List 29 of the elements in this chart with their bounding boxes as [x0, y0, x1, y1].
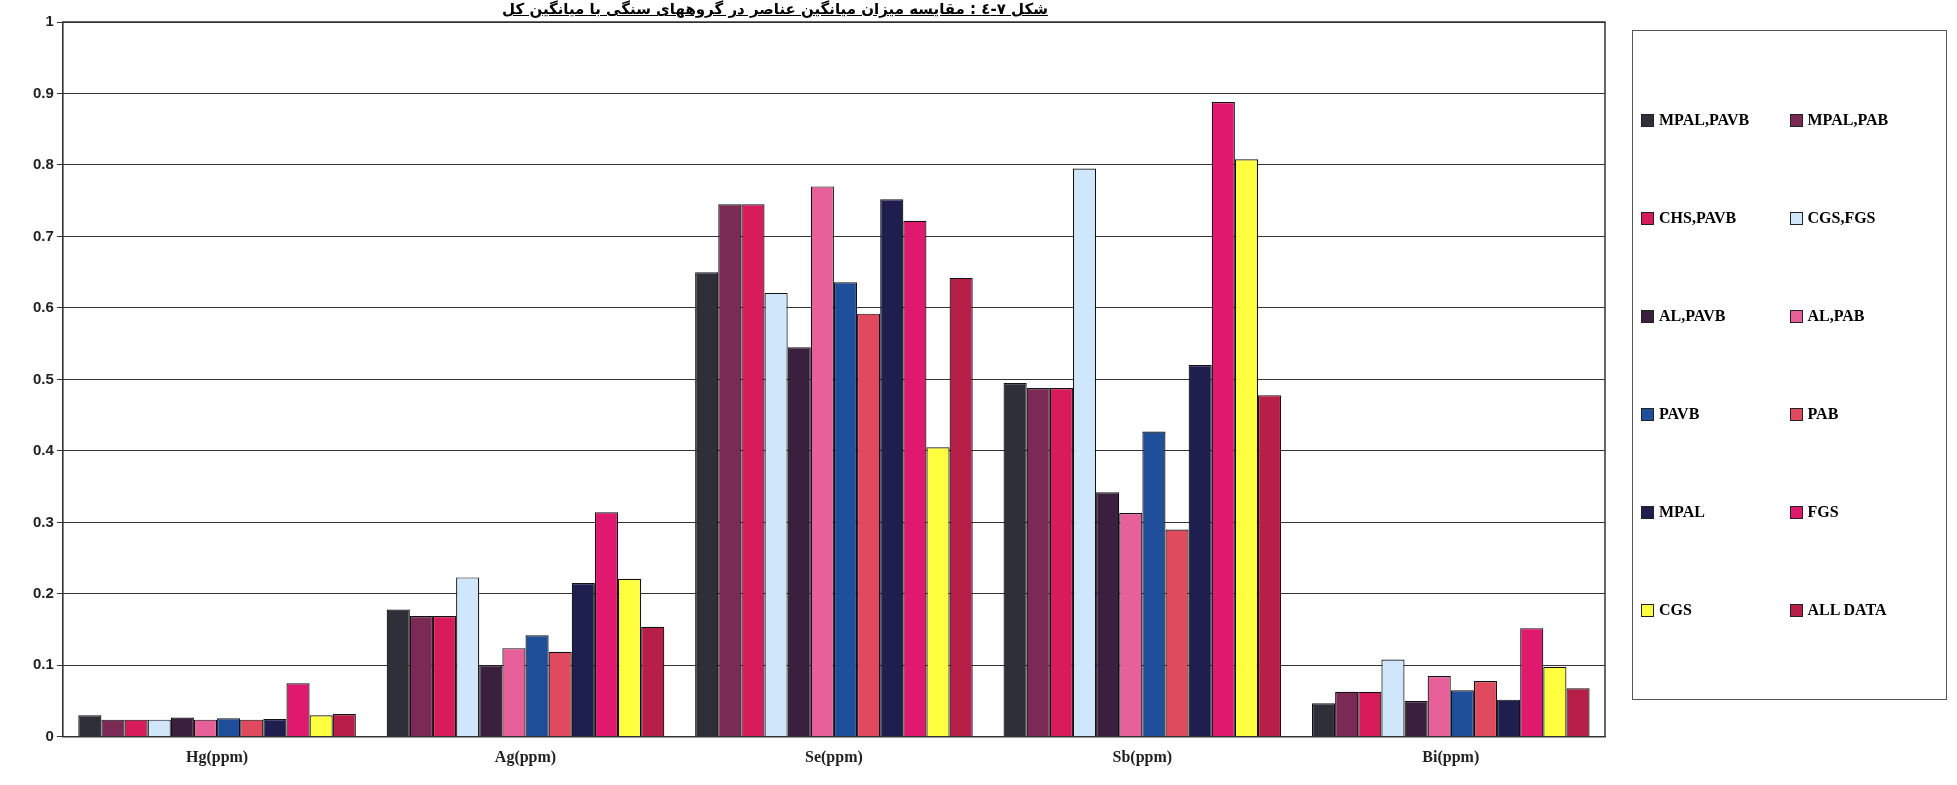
legend-label: PAB: [1807, 405, 1839, 423]
y-tick-label: 1: [45, 12, 54, 30]
x-tick-label: Sb(ppm): [1112, 747, 1173, 766]
y-tick-label: 0.8: [32, 155, 54, 173]
x-tick-label: Ag(ppm): [494, 747, 557, 766]
y-tick-label: 0.7: [32, 226, 54, 244]
legend-label: MPAL: [1659, 503, 1705, 521]
legend-label: CHS,PAVB: [1659, 209, 1737, 227]
x-tick-label: Hg(ppm): [185, 747, 249, 766]
y-tick-label: 0: [45, 726, 54, 744]
y-tick-label: 0.3: [32, 512, 54, 530]
x-tick-label: Bi(ppm): [1422, 747, 1480, 766]
y-tick-label: 0.6: [32, 298, 54, 316]
legend-label: ALL DATA: [1807, 601, 1887, 619]
legend-label: MPAL,PAVB: [1659, 111, 1750, 129]
y-tick-label: 0.2: [32, 583, 54, 601]
y-tick-label: 0.9: [32, 83, 54, 101]
legend-label: AL,PAB: [1807, 307, 1865, 325]
chart-title: شکل ٧-٤ : مقایسه میزان میانگین عناصر در گروههای سنگی با میانگین کل: [501, 0, 1049, 18]
legend-label: CGS,FGS: [1807, 209, 1876, 227]
legend-label: PAVB: [1659, 405, 1700, 423]
legend-label: CGS: [1659, 601, 1692, 619]
legend-label: MPAL,PAB: [1807, 111, 1889, 129]
legend-label: AL,PAVB: [1659, 307, 1726, 325]
y-tick-label: 0.1: [32, 655, 54, 673]
x-tick-label: Se(ppm): [805, 747, 863, 766]
legend-label: FGS: [1807, 503, 1839, 521]
y-tick-label: 0.4: [32, 441, 55, 459]
y-tick-label: 0.5: [32, 369, 54, 387]
